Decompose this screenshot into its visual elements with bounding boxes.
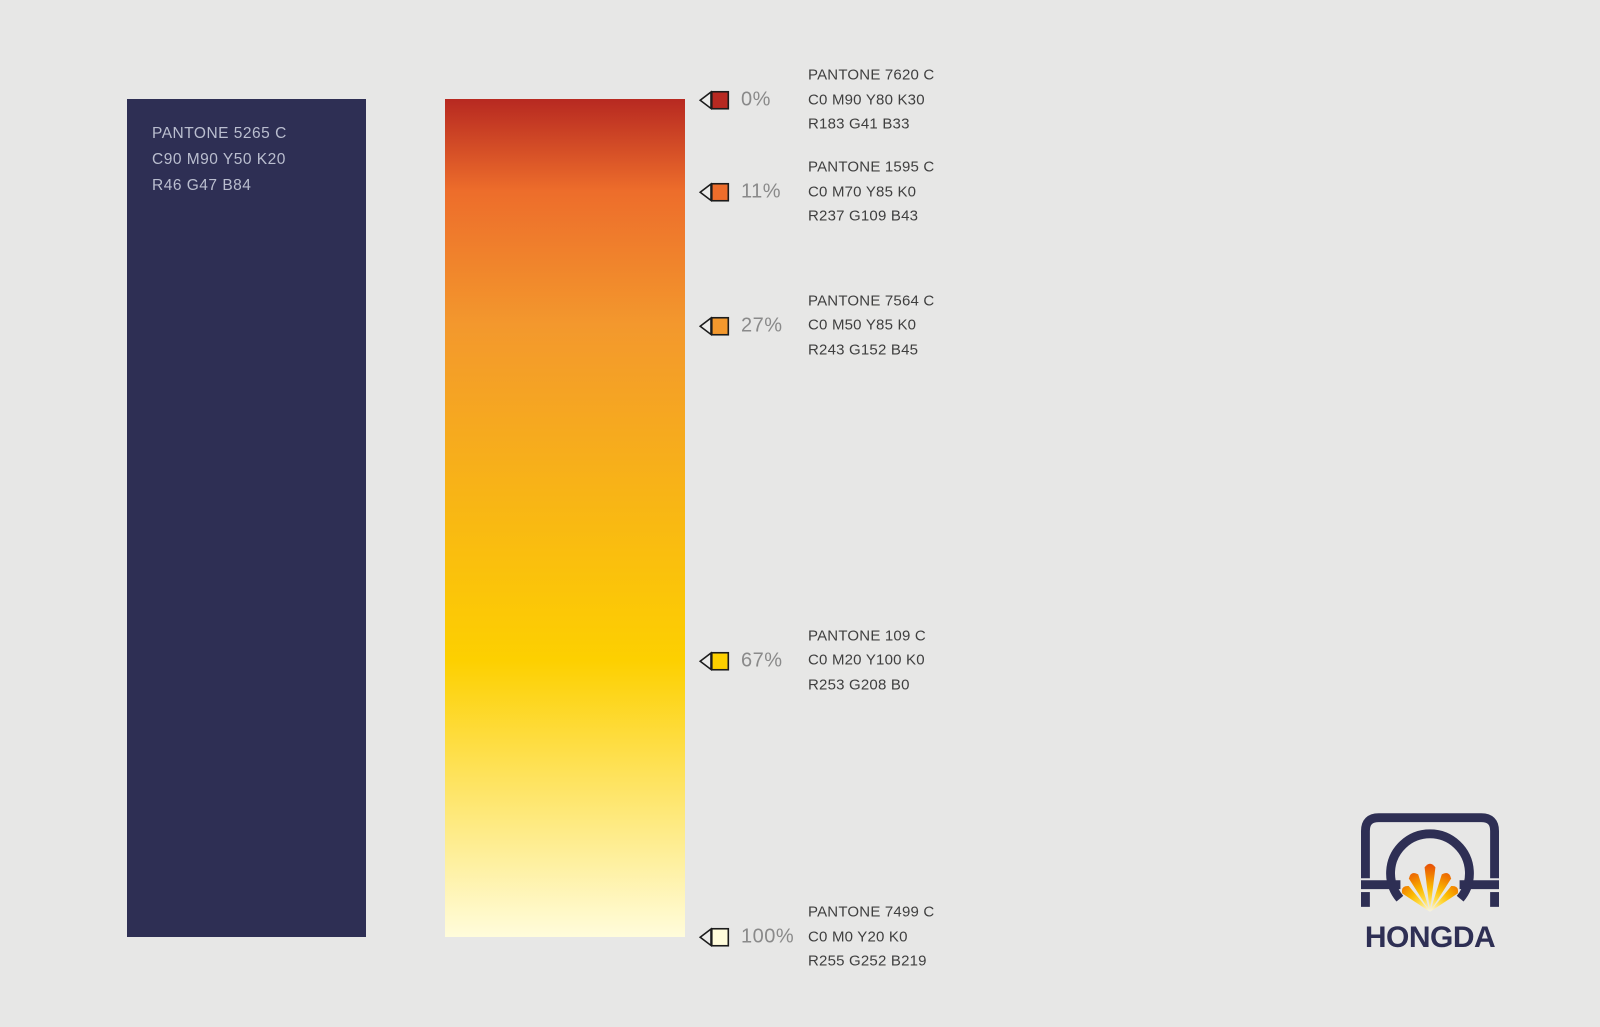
gradient-stop-marker-icon — [698, 90, 730, 110]
stop-percent-label: 27% — [741, 314, 783, 337]
stop-rgb-value: R237 G109 B43 — [808, 207, 919, 225]
marker-color-box — [711, 316, 730, 336]
gradient-stop-row: 67% PANTONE 109 C C0 M20 Y100 K0 R253 G2… — [698, 624, 926, 698]
stop-pantone-name: PANTONE 1595 C — [808, 158, 935, 176]
primary-rgb-value: R46 G47 B84 — [152, 177, 252, 194]
marker-arrow-icon — [698, 182, 712, 202]
marker-color-box — [711, 182, 730, 202]
stop-specs: PANTONE 7564 C C0 M50 Y85 K0 R243 G152 B… — [808, 289, 934, 363]
primary-swatch-specs: PANTONE 5265 C C90 M90 Y50 K20 R46 G47 B… — [152, 121, 287, 199]
stop-percent-label: 11% — [741, 180, 782, 203]
marker-color-box — [711, 927, 730, 947]
stop-pantone-name: PANTONE 109 C — [808, 627, 926, 645]
logo-sunburst-fan — [1401, 863, 1459, 912]
stop-percent-label: 0% — [741, 88, 771, 111]
hongda-logo-mark-icon — [1361, 813, 1499, 912]
stop-specs: PANTONE 1595 C C0 M70 Y85 K0 R237 G109 B… — [808, 155, 934, 229]
primary-cmyk-value: C90 M90 Y50 K20 — [152, 151, 286, 168]
logo-arch-dome — [1386, 829, 1474, 902]
marker-arrow-icon — [698, 90, 712, 110]
stop-specs: PANTONE 7620 C C0 M90 Y80 K30 R183 G41 B… — [808, 63, 934, 137]
hongda-logo-wordmark: HONGDA — [1364, 921, 1496, 954]
stop-specs: PANTONE 7499 C C0 M0 Y20 K0 R255 G252 B2… — [808, 900, 934, 974]
stop-cmyk-value: C0 M0 Y20 K0 — [808, 927, 908, 945]
gradient-ramp-bar — [445, 99, 685, 937]
gradient-stop-marker-icon — [698, 927, 730, 947]
stop-rgb-value: R243 G152 B45 — [808, 341, 919, 359]
stop-pantone-name: PANTONE 7564 C — [808, 292, 935, 310]
stop-cmyk-value: C0 M20 Y100 K0 — [808, 651, 925, 669]
marker-arrow-icon — [698, 927, 712, 947]
hongda-logo: HONGDA — [1360, 813, 1500, 955]
stop-specs: PANTONE 109 C C0 M20 Y100 K0 R253 G208 B… — [808, 624, 926, 698]
gradient-stop-row: 11% PANTONE 1595 C C0 M70 Y85 K0 R237 G1… — [698, 155, 934, 229]
stop-rgb-value: R253 G208 B0 — [808, 676, 910, 694]
stop-percent-label: 67% — [741, 649, 783, 672]
gradient-stop-marker-icon — [698, 316, 730, 336]
marker-color-box — [711, 651, 730, 671]
stop-cmyk-value: C0 M70 Y85 K0 — [808, 182, 917, 200]
gradient-stop-row: 0% PANTONE 7620 C C0 M90 Y80 K30 R183 G4… — [698, 63, 934, 137]
marker-arrow-icon — [698, 650, 712, 671]
gradient-stop-row: 27% PANTONE 7564 C C0 M50 Y85 K0 R243 G1… — [698, 289, 934, 363]
logo-frame-top — [1361, 813, 1499, 879]
stop-pantone-name: PANTONE 7499 C — [808, 903, 935, 921]
stop-rgb-value: R255 G252 B219 — [808, 952, 927, 970]
stop-pantone-name: PANTONE 7620 C — [808, 66, 935, 84]
gradient-stop-row: 100% PANTONE 7499 C C0 M0 Y20 K0 R255 G2… — [698, 900, 934, 974]
primary-pantone-name: PANTONE 5265 C — [152, 125, 287, 142]
stop-cmyk-value: C0 M90 Y80 K30 — [808, 90, 925, 108]
gradient-stop-marker-icon — [698, 182, 730, 202]
stop-rgb-value: R183 G41 B33 — [808, 115, 910, 133]
marker-color-box — [711, 90, 730, 110]
primary-color-swatch: PANTONE 5265 C C90 M90 Y50 K20 R46 G47 B… — [127, 99, 366, 937]
stop-percent-label: 100% — [741, 925, 795, 948]
marker-arrow-icon — [698, 316, 712, 336]
gradient-stop-marker-icon — [698, 650, 730, 671]
stop-cmyk-value: C0 M50 Y85 K0 — [808, 316, 917, 334]
